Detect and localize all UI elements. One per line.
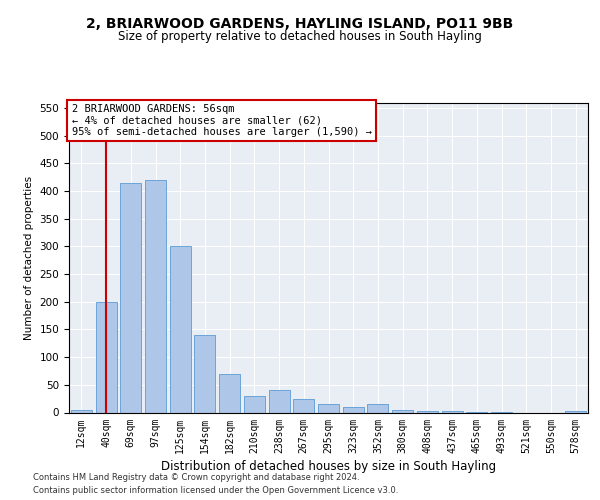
Bar: [194, 335, 215, 412]
Text: Size of property relative to detached houses in South Hayling: Size of property relative to detached ho…: [118, 30, 482, 43]
Text: 2 BRIARWOOD GARDENS: 56sqm
← 4% of detached houses are smaller (62)
95% of semi-: 2 BRIARWOOD GARDENS: 56sqm ← 4% of detac…: [71, 104, 371, 138]
Bar: [244, 396, 265, 412]
Bar: [120, 183, 141, 412]
Bar: [170, 246, 191, 412]
Bar: [145, 180, 166, 412]
Bar: [71, 410, 92, 412]
Text: Contains HM Land Registry data © Crown copyright and database right 2024.: Contains HM Land Registry data © Crown c…: [33, 472, 359, 482]
Text: Contains public sector information licensed under the Open Government Licence v3: Contains public sector information licen…: [33, 486, 398, 495]
Bar: [269, 390, 290, 412]
Y-axis label: Number of detached properties: Number of detached properties: [24, 176, 34, 340]
X-axis label: Distribution of detached houses by size in South Hayling: Distribution of detached houses by size …: [161, 460, 496, 472]
Bar: [343, 407, 364, 412]
Bar: [318, 404, 339, 412]
Text: 2, BRIARWOOD GARDENS, HAYLING ISLAND, PO11 9BB: 2, BRIARWOOD GARDENS, HAYLING ISLAND, PO…: [86, 18, 514, 32]
Bar: [219, 374, 240, 412]
Bar: [293, 398, 314, 412]
Bar: [367, 404, 388, 412]
Bar: [95, 302, 116, 412]
Bar: [392, 410, 413, 412]
